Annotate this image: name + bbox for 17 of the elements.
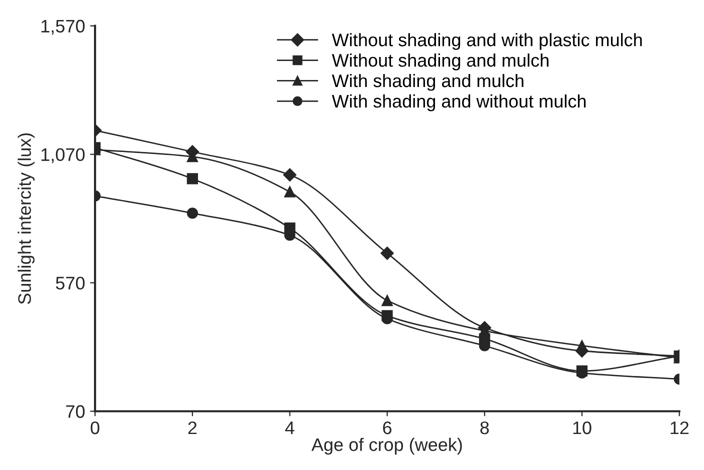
y-axis-title: Sunlight intercity (lux) <box>18 133 35 304</box>
legend-label: Without shading and with plastic mulch <box>332 33 642 50</box>
x-tick-label: 6 <box>383 421 392 434</box>
y-tick-label: 570 <box>56 276 85 290</box>
x-axis-title: Age of crop (week) <box>311 438 462 455</box>
x-tick-label: 4 <box>285 422 294 434</box>
x-tick-label: 8 <box>480 421 489 434</box>
legend-label: Without shading and mulch <box>332 54 548 70</box>
x-tick-label: 0 <box>90 421 100 434</box>
y-tick-label: 1,070 <box>42 148 85 164</box>
y-tick-label: 70 <box>66 405 85 418</box>
x-tick-label: 10 <box>573 421 592 434</box>
legend-label: With shading and without mulch <box>332 94 586 112</box>
x-tick-label: 2 <box>188 421 197 434</box>
x-tick-label: 12 <box>670 421 688 434</box>
y-tick-label: 1,570 <box>42 20 85 35</box>
legend-label: With shading and mulch <box>332 74 524 91</box>
